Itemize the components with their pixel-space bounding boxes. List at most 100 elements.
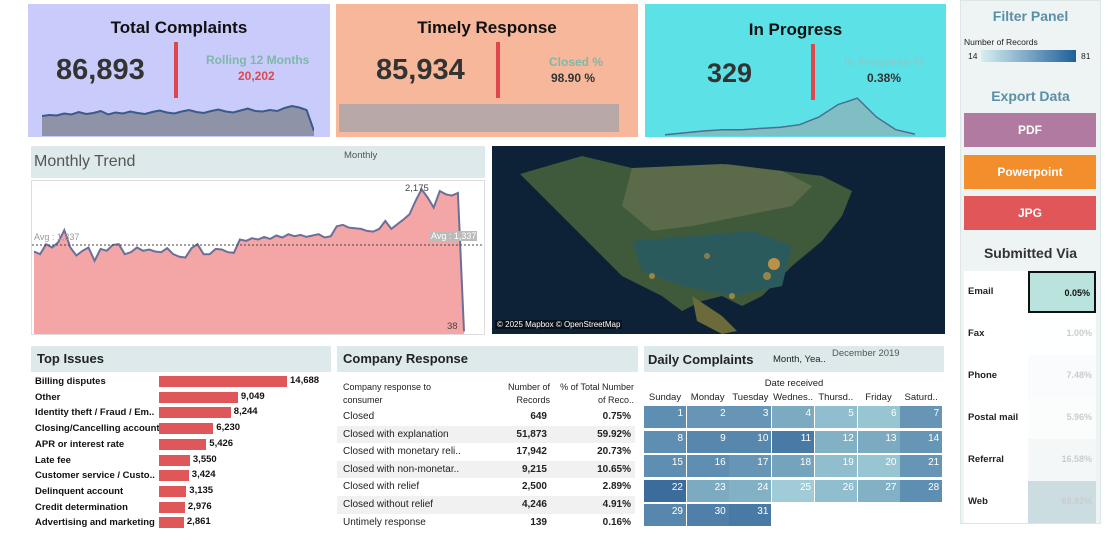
kpi-sparkline (665, 97, 915, 136)
submitted-row[interactable]: Email 0.05% (964, 271, 1096, 313)
calendar-day[interactable]: 20 (857, 455, 900, 478)
issue-label: Late fee (35, 454, 71, 466)
calendar-day[interactable]: 18 (772, 455, 815, 478)
calendar-day[interactable]: 13 (857, 430, 900, 453)
calendar-day[interactable]: 23 (686, 479, 729, 502)
calendar-day[interactable]: 22 (644, 479, 686, 502)
issue-label: Billing disputes (35, 376, 106, 387)
calendar-day[interactable]: 31 (729, 504, 772, 527)
calendar-day[interactable]: 17 (729, 455, 772, 478)
calendar-day[interactable]: 21 (900, 455, 943, 478)
kpi-in-progress: In Progress 329 In Progress % 0.38% (645, 4, 946, 137)
channel-label: Phone (968, 370, 998, 381)
kpi-sub-label: Closed % (549, 55, 604, 69)
calendar-day[interactable]: 19 (814, 455, 857, 478)
table-row[interactable]: Closed with explanation 51,873 59.92% (337, 425, 635, 444)
issue-label: APR or interest rate (35, 438, 125, 450)
calendar-day[interactable]: 4 (772, 406, 815, 428)
calendar-day[interactable]: 16 (686, 455, 729, 478)
day-header: Thursd.. (818, 392, 854, 403)
kpi-sub-value: 0.38% (867, 71, 902, 85)
spark-area (665, 98, 915, 136)
calendar-day[interactable]: 7 (900, 406, 943, 428)
calendar-day[interactable]: 30 (686, 504, 729, 527)
kpi-divider (496, 42, 500, 98)
calendar-day[interactable]: 6 (857, 406, 900, 428)
channel-label: Fax (968, 328, 985, 339)
submitted-row[interactable]: Referral 16.58% (964, 439, 1096, 481)
channel-value: 5.96% (1028, 397, 1096, 439)
issue-value: 8,244 (233, 406, 258, 418)
calendar-day[interactable]: 5 (814, 406, 857, 428)
calendar-day[interactable]: 29 (644, 504, 686, 527)
map-credit[interactable]: © 2025 Mapbox © OpenStreetMap (495, 320, 623, 329)
map-svg (492, 146, 945, 334)
table-row[interactable]: Closed with non-monetar.. 9,215 10.65% (337, 460, 635, 479)
issue-bar (159, 517, 184, 529)
channel-value: 7.48% (1028, 355, 1096, 397)
calendar-day[interactable]: 27 (857, 479, 900, 502)
records-value: 139 (530, 516, 547, 528)
calendar-day[interactable]: 25 (772, 479, 815, 502)
calendar-day[interactable]: 14 (900, 430, 943, 453)
table-row[interactable]: Closed with monetary reli.. 17,942 20.73% (337, 443, 635, 462)
issue-value: 14,688 (290, 375, 320, 386)
records-value: 17,942 (516, 446, 547, 458)
legend-gradient[interactable] (981, 50, 1076, 62)
kpi-value: 86,893 (56, 54, 145, 86)
monthly-toggle[interactable]: Monthly (344, 150, 378, 161)
response-label: Untimely response (343, 516, 426, 528)
channel-label: Postal mail (968, 412, 1019, 423)
channel-label: Email (968, 286, 994, 297)
percent-value: 20.73% (597, 446, 631, 458)
calendar-day[interactable]: 9 (686, 430, 729, 453)
table-row[interactable]: Closed with relief 2,500 2.89% (337, 478, 635, 497)
records-value: 9,215 (521, 463, 547, 475)
top-issues-header: Top Issues (31, 346, 331, 372)
records-value: 2,500 (521, 481, 547, 493)
submitted-row[interactable]: Postal mail 5.96% (964, 397, 1096, 439)
kpi-bar (339, 104, 619, 132)
submitted-row[interactable]: Phone 7.48% (964, 355, 1096, 397)
percent-value: 59.92% (597, 428, 631, 440)
calendar-day[interactable]: 8 (644, 430, 686, 453)
issue-bar (159, 423, 214, 435)
calendar-day[interactable]: 11 (772, 430, 815, 453)
calendar-day[interactable]: 15 (644, 455, 686, 478)
calendar-day[interactable]: 24 (729, 479, 772, 502)
day-header: Sunday (648, 392, 682, 403)
submitted-row[interactable]: Fax 1.00% (964, 313, 1096, 355)
percent-value: 0.75% (602, 411, 631, 422)
month-year-filter[interactable]: Month, Yea.. (773, 354, 826, 365)
legend-max: 81 (1081, 51, 1091, 61)
date-received-label: Date received (764, 378, 824, 389)
calendar-day[interactable]: 12 (814, 430, 857, 453)
calendar-day[interactable]: 26 (814, 479, 857, 502)
issue-value: 3,550 (192, 453, 217, 465)
table-row[interactable]: Closed 649 0.75% (337, 408, 635, 426)
kpi-total-complaints: Total Complaints 86,893 Rolling 12 Month… (28, 4, 330, 137)
table-row[interactable]: Closed without relief 4,246 4.91% (337, 496, 635, 514)
kpi-sub-value: 20,202 (238, 69, 275, 83)
submitted-row[interactable]: Web 68.92% (964, 481, 1096, 523)
complaints-map[interactable]: © 2025 Mapbox © OpenStreetMap (492, 146, 945, 334)
calendar-day[interactable]: 3 (729, 406, 772, 428)
issue-value: 5,426 (209, 437, 234, 449)
day-header: Saturd.. (904, 392, 938, 403)
percent-value: 0.16% (602, 516, 631, 528)
issue-value: 2,976 (187, 500, 212, 512)
powerpoint-button[interactable]: Powerpoint (964, 155, 1096, 189)
table-row[interactable]: Untimely response 139 0.16% (337, 513, 635, 532)
pdf-button[interactable]: PDF (964, 113, 1096, 147)
jpg-button[interactable]: JPG (964, 196, 1096, 230)
calendar-day[interactable]: 28 (900, 479, 943, 502)
calendar-day[interactable]: 2 (686, 406, 729, 428)
issue-value: 2,861 (186, 516, 211, 528)
issue-value: 6,230 (216, 422, 241, 434)
issue-bar (159, 470, 189, 482)
calendar-day[interactable]: 1 (644, 406, 686, 428)
response-label: Closed with relief (343, 481, 420, 493)
daily-complaints-title: Daily Complaints (648, 352, 754, 367)
filter-panel-title: Filter Panel (992, 8, 1069, 24)
calendar-day[interactable]: 10 (729, 430, 772, 453)
